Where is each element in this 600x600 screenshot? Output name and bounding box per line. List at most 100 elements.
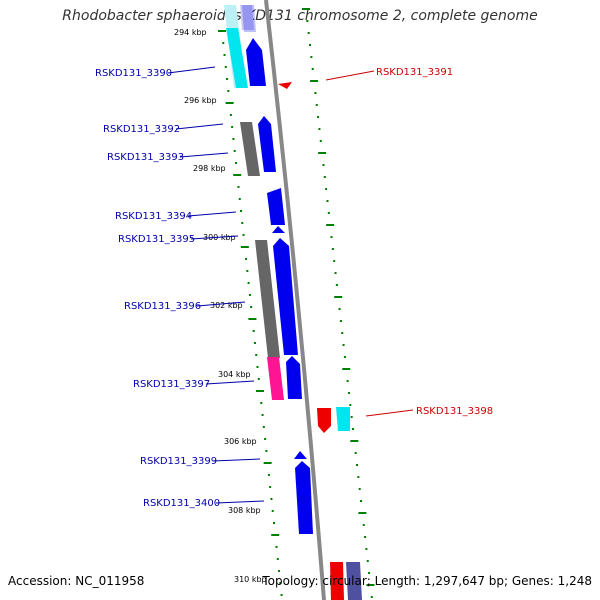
gene-label-rskd131_3398[interactable]: RSKD131_3398 bbox=[416, 406, 493, 417]
tick-mark bbox=[272, 522, 275, 524]
gene-arrow-3396[interactable] bbox=[273, 238, 298, 355]
tick-mark bbox=[237, 186, 240, 188]
tick-mark bbox=[271, 510, 274, 512]
gene-arrow-3394[interactable] bbox=[267, 188, 285, 225]
gene-arrow-3399[interactable] bbox=[294, 451, 307, 459]
tick-mark bbox=[318, 152, 327, 154]
gene-label-rskd131_3390[interactable]: RSKD131_3390 bbox=[95, 68, 172, 79]
cog-boxes bbox=[224, 5, 362, 600]
tick-mark bbox=[366, 584, 375, 586]
tick-mark bbox=[234, 162, 237, 164]
tick-mark bbox=[319, 140, 322, 142]
tick-mark bbox=[356, 464, 359, 466]
tick-mark bbox=[252, 330, 255, 332]
tick-mark bbox=[362, 524, 365, 526]
tick-mark bbox=[267, 474, 270, 476]
tick-mark bbox=[302, 8, 310, 10]
tick-mark bbox=[346, 380, 349, 382]
tick-mark bbox=[310, 56, 313, 58]
tick-mark bbox=[357, 476, 360, 478]
tick-mark bbox=[314, 92, 317, 94]
gene-label-rskd131_3395[interactable]: RSKD131_3395 bbox=[118, 234, 195, 245]
tick-mark bbox=[261, 414, 264, 416]
reverse-genes bbox=[278, 82, 331, 433]
tick-mark bbox=[330, 236, 333, 238]
tick-mark bbox=[349, 404, 352, 406]
gene-arrow-3400[interactable] bbox=[295, 461, 313, 534]
label-connector-line bbox=[325, 70, 375, 81]
gene-arrow-3392[interactable] bbox=[258, 116, 276, 172]
gene-label-rskd131_3393[interactable]: RSKD131_3393 bbox=[107, 152, 184, 163]
tick-mark bbox=[323, 176, 326, 178]
tick-mark bbox=[364, 536, 367, 538]
tick-mark bbox=[335, 284, 338, 286]
tick-mark bbox=[265, 450, 268, 452]
gene-arrow-3395[interactable] bbox=[272, 226, 285, 233]
label-connector-line bbox=[187, 211, 237, 217]
tick-mark bbox=[218, 30, 226, 32]
gene-arrow-3390[interactable] bbox=[246, 38, 266, 86]
tick-mark bbox=[255, 354, 258, 356]
tick-mark bbox=[325, 188, 328, 190]
gene-arrow-3397[interactable] bbox=[286, 356, 302, 399]
tick-mark bbox=[256, 390, 265, 392]
tick-mark bbox=[365, 548, 368, 550]
accession-text: Accession: NC_011958 bbox=[8, 574, 145, 588]
tick-mark bbox=[310, 80, 319, 82]
tick-mark bbox=[326, 224, 335, 226]
tick-mark bbox=[350, 416, 353, 418]
tick-marks bbox=[218, 8, 375, 598]
tick-mark bbox=[338, 308, 341, 310]
gene-label-rskd131_3399[interactable]: RSKD131_3399 bbox=[140, 456, 217, 467]
tick-mark bbox=[350, 440, 359, 442]
tick-mark bbox=[311, 68, 314, 70]
tick-mark bbox=[227, 90, 230, 92]
tick-mark bbox=[327, 212, 330, 214]
kbp-label: 306 kbp bbox=[224, 437, 257, 446]
tick-mark bbox=[276, 558, 279, 560]
kbp-label: 310 kbp bbox=[234, 575, 267, 584]
gene-label-rskd131_3392[interactable]: RSKD131_3392 bbox=[103, 124, 180, 135]
tick-mark bbox=[241, 222, 244, 224]
kbp-label: 302 kbp bbox=[210, 301, 243, 310]
tick-mark bbox=[278, 570, 281, 572]
tick-mark bbox=[339, 320, 342, 322]
gene-arrow-3398[interactable] bbox=[317, 408, 331, 433]
gene-label-rskd131_3396[interactable]: RSKD131_3396 bbox=[124, 301, 201, 312]
label-connector-line bbox=[205, 380, 255, 385]
label-connector-line bbox=[365, 409, 414, 417]
tick-mark bbox=[315, 104, 318, 106]
tick-mark bbox=[342, 344, 345, 346]
gene-label-rskd131_3400[interactable]: RSKD131_3400 bbox=[143, 498, 220, 509]
gene-label-rskd131_3397[interactable]: RSKD131_3397 bbox=[133, 379, 210, 390]
tick-mark bbox=[354, 452, 357, 454]
tick-mark bbox=[229, 114, 232, 116]
tick-mark bbox=[368, 572, 371, 574]
tick-mark bbox=[358, 512, 367, 514]
label-connector-line bbox=[175, 123, 224, 130]
tick-mark bbox=[238, 198, 241, 200]
tick-mark bbox=[240, 210, 243, 212]
gene-label-rskd131_3394[interactable]: RSKD131_3394 bbox=[115, 211, 192, 222]
tick-mark bbox=[250, 306, 253, 308]
tick-mark bbox=[333, 260, 336, 262]
tick-mark bbox=[262, 426, 265, 428]
tick-mark bbox=[264, 438, 267, 440]
topology-stats-text: Topology: circular; Length: 1,297,647 bp… bbox=[262, 574, 592, 588]
tick-mark bbox=[240, 246, 249, 248]
cog-box bbox=[346, 562, 362, 600]
gene-arrow-3391[interactable] bbox=[278, 82, 292, 89]
tick-mark bbox=[275, 546, 278, 548]
cog-box bbox=[255, 240, 280, 358]
tick-mark bbox=[224, 66, 227, 68]
tick-mark bbox=[279, 582, 282, 584]
tick-mark bbox=[270, 498, 273, 500]
label-connectors bbox=[167, 66, 414, 504]
kbp-label: 298 kbp bbox=[193, 164, 226, 173]
tick-mark bbox=[226, 78, 229, 80]
map-title: Rhodobacter sphaeroides KD131 chromosome… bbox=[62, 8, 538, 24]
tick-mark bbox=[334, 296, 343, 298]
gene-label-rskd131_3391[interactable]: RSKD131_3391 bbox=[376, 67, 453, 78]
tick-mark bbox=[248, 294, 251, 296]
